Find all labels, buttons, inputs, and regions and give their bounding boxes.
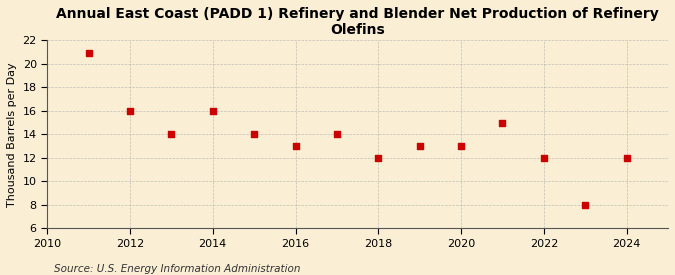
Text: Source: U.S. Energy Information Administration: Source: U.S. Energy Information Administ… bbox=[54, 264, 300, 274]
Point bbox=[166, 132, 177, 136]
Point bbox=[497, 120, 508, 125]
Point bbox=[456, 144, 466, 148]
Point bbox=[373, 156, 383, 160]
Point bbox=[125, 109, 136, 113]
Point bbox=[539, 156, 549, 160]
Point bbox=[83, 51, 94, 55]
Point bbox=[621, 156, 632, 160]
Point bbox=[414, 144, 425, 148]
Y-axis label: Thousand Barrels per Day: Thousand Barrels per Day bbox=[7, 62, 17, 207]
Point bbox=[331, 132, 342, 136]
Point bbox=[290, 144, 301, 148]
Point bbox=[580, 203, 591, 207]
Title: Annual East Coast (PADD 1) Refinery and Blender Net Production of Refinery Olefi: Annual East Coast (PADD 1) Refinery and … bbox=[56, 7, 659, 37]
Point bbox=[207, 109, 218, 113]
Point bbox=[248, 132, 259, 136]
